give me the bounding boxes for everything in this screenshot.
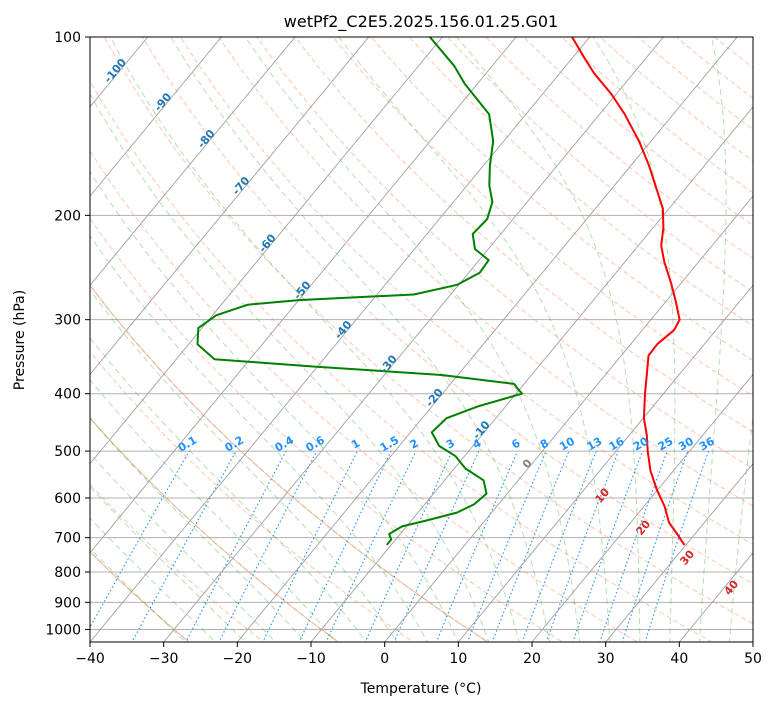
plot-area: 0.1 0.2 0.4 0.6 1 1.5 2 3 4 6 8 10 13 16 20 25 30 36-100-… — [90, 37, 753, 642]
mixing-ratio-line — [298, 450, 392, 642]
y-tick-label: 400 — [54, 387, 81, 403]
x-tick-label: 30 — [597, 651, 615, 667]
mixing-ratio-line — [364, 450, 453, 642]
x-tick-label: 20 — [523, 651, 541, 667]
isotherm-line — [90, 37, 443, 465]
x-axis-ticks: −40 −30 −20 −10 0 10 20 30 40 50 — [75, 642, 762, 667]
dry-adiabat-line — [90, 417, 340, 642]
mixing-ratio-line — [262, 450, 358, 642]
pressure-grid — [90, 37, 753, 630]
dry-adiabat-line — [370, 37, 753, 362]
x-tick-label: −10 — [296, 651, 326, 667]
skewed-isotherms — [90, 37, 753, 642]
dry-adiabat-line — [332, 37, 753, 397]
isotherm-line — [163, 37, 664, 642]
y-tick-label: 100 — [54, 30, 81, 46]
dry-adiabat-line — [90, 483, 265, 642]
moist-adiabat-line — [90, 289, 398, 642]
moist-adiabat-line — [90, 485, 246, 642]
isotherm-line — [384, 195, 753, 642]
moist-adiabat-line — [170, 37, 550, 642]
mixing-ratio-line — [393, 450, 480, 642]
x-tick-label: 50 — [744, 651, 762, 667]
x-tick-label: 10 — [449, 651, 467, 667]
x-tick-label: −40 — [75, 651, 105, 667]
mixing-ratio-line — [521, 450, 597, 642]
dry-adiabat-line — [90, 217, 564, 642]
dry-adiabat-line — [141, 37, 753, 585]
x-tick-label: −20 — [223, 651, 253, 667]
tan-background-lines — [90, 284, 489, 642]
mixing-ratio-line — [325, 450, 417, 642]
x-tick-label: 0 — [380, 651, 389, 667]
mixing-ratio-line — [90, 450, 190, 629]
y-tick-label: 300 — [54, 313, 81, 329]
y-tick-label: 500 — [54, 444, 81, 460]
isotherm-line — [236, 37, 738, 642]
mixing-ratio-line — [491, 450, 570, 642]
tan-curve-line — [90, 417, 340, 642]
mixing-ratio-line — [131, 450, 237, 642]
y-axis-label: Pressure (hPa) — [12, 290, 28, 390]
isotherm-line — [90, 37, 517, 554]
mixing-ratio-line — [545, 450, 619, 642]
moist-adiabat-line — [90, 235, 429, 642]
sounding-series — [196, 37, 686, 546]
moist-adiabat-line — [109, 37, 520, 642]
y-axis-ticks: 100 200 300 400 500 600 700 800 900 1000 — [45, 30, 90, 638]
chart-title: wetPf2_C2E5.2025.156.01.25.G01 — [284, 12, 558, 32]
y-tick-label: 600 — [54, 491, 81, 507]
dry-adiabat-line — [561, 37, 753, 194]
isotherm-line — [310, 106, 753, 642]
mixing-ratio-line — [435, 450, 519, 642]
y-tick-label: 800 — [54, 565, 81, 581]
x-tick-label: −30 — [149, 651, 179, 667]
moist-adiabat-line — [728, 413, 753, 642]
dry-adiabat-line — [103, 37, 753, 625]
plot-frame — [89, 36, 754, 643]
tan-curve-line — [90, 284, 489, 642]
isotherm-line — [90, 37, 370, 376]
moist-adiabat-line — [90, 452, 276, 642]
moist-adiabat-line — [90, 337, 367, 642]
isotherm-line — [90, 37, 591, 642]
moist-adiabat-line — [90, 547, 187, 642]
dry-adiabat-line — [90, 284, 489, 642]
moist-adiabats — [90, 37, 753, 642]
x-axis-label: Temperature (°C) — [360, 681, 482, 697]
dry-adiabat-line — [218, 37, 753, 507]
moist-adiabat-line — [699, 37, 727, 642]
dry-adiabat-line — [90, 149, 639, 642]
isotherm-line — [605, 462, 753, 642]
dry-adiabats — [90, 37, 753, 642]
y-tick-label: 900 — [54, 595, 81, 611]
y-tick-label: 1000 — [45, 622, 81, 638]
moist-adiabat-line — [456, 37, 641, 642]
isotherm-line — [457, 284, 753, 642]
moist-adiabat-line — [90, 517, 216, 642]
x-tick-label: 40 — [670, 651, 688, 667]
dry-adiabat-line — [599, 37, 753, 162]
y-tick-label: 700 — [54, 531, 81, 547]
dry-adiabat-line — [90, 80, 713, 642]
moist-adiabat-line — [90, 93, 490, 642]
isotherm-line — [90, 37, 222, 197]
isotherm-line — [531, 373, 753, 642]
moist-adiabat-line — [90, 379, 337, 642]
y-tick-label: 200 — [54, 208, 81, 224]
dewpoint-profile-line — [196, 37, 523, 546]
isotherm-line — [90, 37, 296, 286]
dry-adiabat-line — [294, 37, 753, 433]
temperature-profile-line — [571, 37, 686, 546]
moist-adiabat-line — [244, 37, 581, 642]
moist-adiabat-line — [338, 37, 611, 642]
dry-adiabat-line — [446, 37, 753, 293]
moist-adiabat-line — [592, 37, 676, 642]
dry-adiabat-line — [256, 37, 753, 470]
